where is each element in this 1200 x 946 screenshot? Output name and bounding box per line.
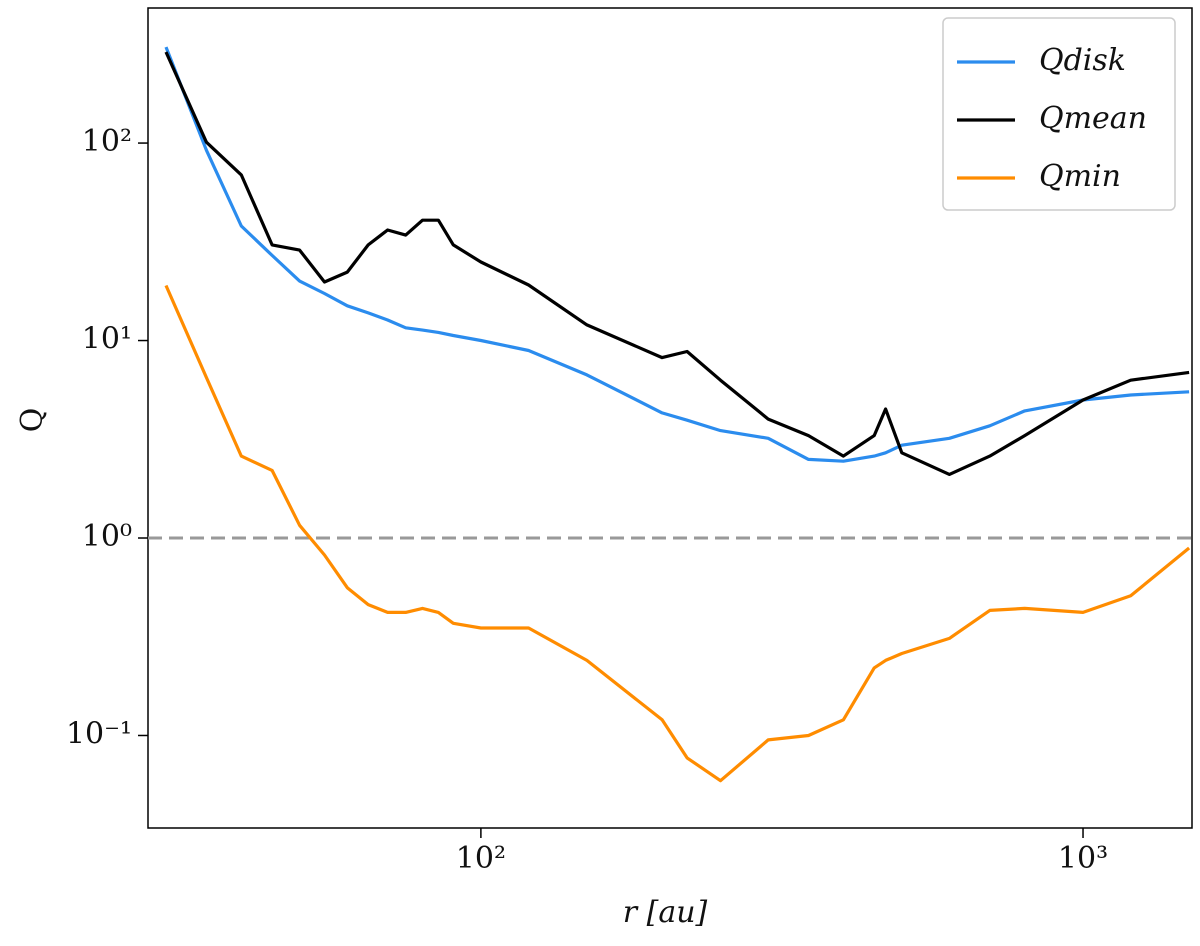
y-tick-label: 10⁻¹ <box>66 716 132 751</box>
legend-label: Qmean <box>1039 101 1147 136</box>
plot-frame <box>147 7 1193 829</box>
legend: Qdisk Qmean Qmin <box>942 17 1176 211</box>
y-tick-label: 10⁰ <box>82 519 132 554</box>
x-tick-label: 10³ <box>1058 841 1108 876</box>
legend-label: Qmin <box>1039 159 1121 194</box>
series-line <box>164 46 1190 463</box>
y-tick-label: 10² <box>82 124 132 159</box>
legend-box <box>942 17 1176 211</box>
x-axis-label: r [au] <box>623 895 708 930</box>
series-line <box>164 284 1191 783</box>
series-line <box>164 51 1190 476</box>
y-tick-label: 10¹ <box>82 322 132 357</box>
x-tick-label: 10² <box>456 841 506 876</box>
y-axis-label: Q <box>15 408 50 433</box>
legend-label: Qdisk <box>1039 43 1126 78</box>
